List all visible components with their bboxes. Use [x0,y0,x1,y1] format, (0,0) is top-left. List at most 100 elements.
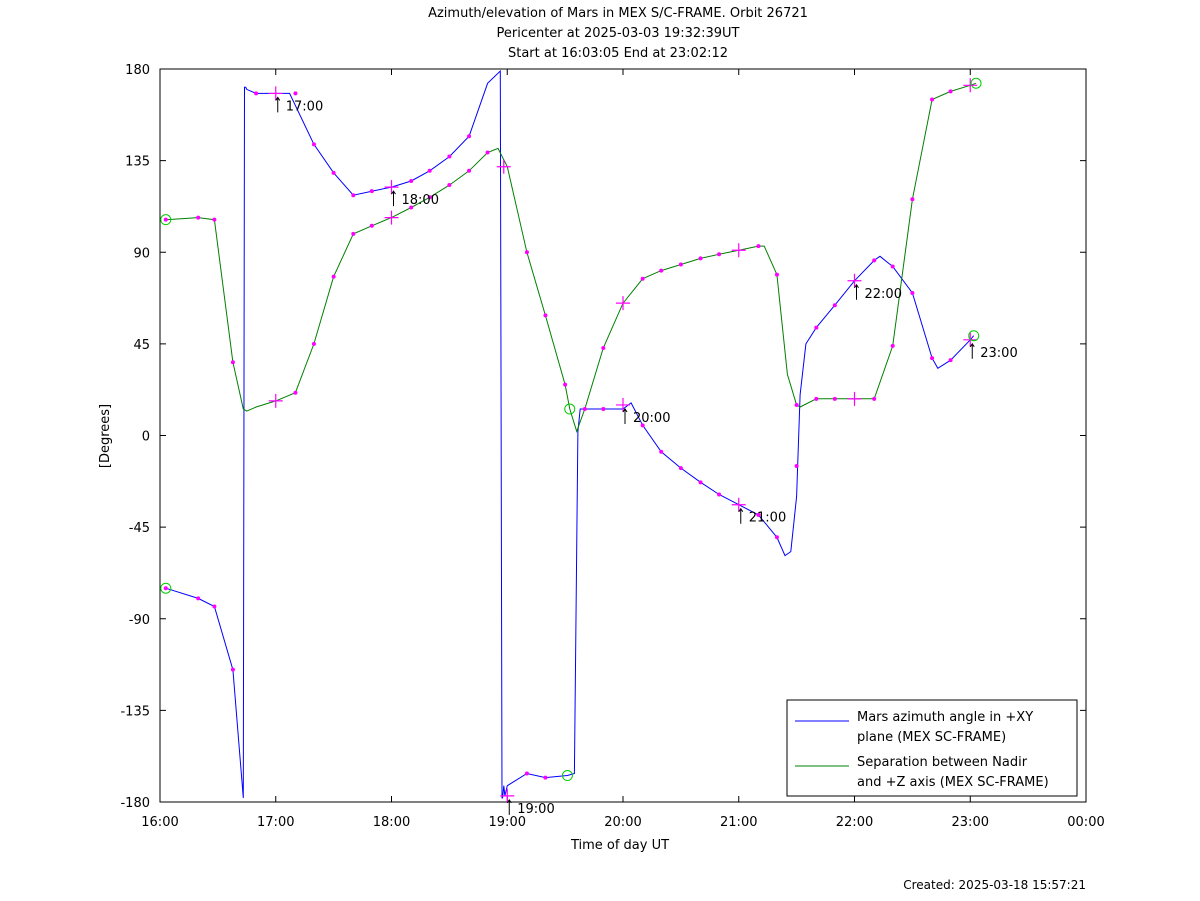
y-tick-label-2: 90 [133,246,150,261]
dot-marker-6 [311,142,316,147]
dot-marker-24 [774,535,779,540]
title-line-1: Azimuth/elevation of Mars in MEX S/C-FRA… [428,6,808,21]
y-tick-label-5: -45 [129,521,150,536]
x-tick-label-1: 17:00 [257,815,294,830]
created-footer: Created: 2025-03-18 15:57:21 [903,878,1086,892]
dot-marker-61 [872,396,877,401]
dot-marker-49 [563,382,568,387]
dot-marker-19 [659,449,664,454]
dot-marker-13 [467,134,472,139]
dot-marker-56 [756,244,761,249]
hour-marker-4 [731,497,746,512]
legend: Mars azimuth angle in +XY plane (MEX SC-… [786,699,1078,797]
dot-marker-30 [910,290,915,295]
legend-azimuth-line-2: plane (MEX SC-FRAME) [857,730,1006,745]
dot-marker-16 [582,407,587,412]
dot-marker-59 [814,396,819,401]
x-tick-label-2: 18:00 [373,815,410,830]
marker-layer [160,77,982,803]
chart-title: Azimuth/elevation of Mars in MEX S/C-FRA… [428,6,808,61]
legend-separation-line-2: and +Z axis (MEX SC-FRAME) [857,775,1049,790]
dot-marker-58 [794,402,799,407]
dot-marker-32 [948,358,953,363]
dot-marker-53 [678,262,683,267]
dot-marker-62 [890,343,895,348]
annotation-label-1: 18:00 [402,193,439,208]
x-tick-label-8: 00:00 [1067,815,1104,830]
dot-marker-65 [948,89,953,94]
y-tick-label-4: 0 [142,430,150,445]
hour-marker-2 [500,788,515,803]
dot-marker-37 [293,390,298,395]
dot-marker-52 [659,268,664,273]
x-axis-label: Time of day UT [570,838,669,853]
dot-marker-26 [814,325,819,330]
annotation-arrow-0 [275,96,281,113]
dot-marker-23 [756,512,761,517]
series-layer [165,69,977,799]
dot-marker-21 [698,480,703,485]
title-line-2: Pericenter at 2025-03-03 19:32:39UT [496,26,739,41]
x-tick-label-0: 16:00 [141,815,178,830]
annotation-arrow-4 [738,507,744,524]
y-tick-label-6: -90 [129,613,150,628]
annotation-layer: 17:00 18:00 19:00 20:00 21:00 22:00 23:00 [275,96,1018,817]
endpoint-marker-1 [160,214,172,226]
endpoint-marker-5 [970,77,982,89]
annotation-label-4: 21:00 [749,511,786,526]
dot-marker-55 [717,252,722,257]
dot-marker-64 [930,97,935,102]
x-tick-label-7: 23:00 [952,815,989,830]
dot-marker-34 [196,215,201,220]
dot-marker-9 [369,189,374,194]
dot-marker-63 [910,197,915,202]
dot-marker-7 [331,170,336,175]
legend-azimuth-line-1: Mars azimuth angle in +XY [857,710,1033,725]
hour-marker-5 [847,273,862,288]
dot-marker-2 [212,604,217,609]
dot-marker-46 [485,150,490,155]
dot-marker-47 [524,250,529,255]
dot-marker-25 [794,464,799,469]
y-tick-label-0: 180 [125,63,150,78]
dot-marker-44 [447,183,452,188]
y-axis-label: [Degrees] [98,404,113,468]
dot-marker-51 [640,276,645,281]
dot-marker-8 [351,193,356,198]
dot-marker-10 [409,178,414,183]
dot-marker-35 [212,217,217,222]
dot-marker-14 [524,771,529,776]
hour-marker-8 [384,210,399,225]
annotation-arrow-2 [506,798,512,815]
hour-marker-7 [268,393,283,408]
dot-marker-48 [543,313,548,318]
hour-marker-3 [616,397,630,412]
x-tick-label-5: 21:00 [720,815,757,830]
dot-marker-60 [832,396,837,401]
hour-marker-11 [731,243,746,258]
annotation-label-6: 23:00 [980,346,1017,361]
annotation-label-0: 17:00 [286,99,323,114]
y-tick-label-1: 135 [125,155,150,170]
annotation-label-3: 20:00 [633,411,670,426]
dot-marker-17 [601,407,606,412]
dot-marker-29 [890,264,895,269]
axes: 16:00 17:00 18:00 19:00 20:00 21:00 22:00 23:00… [120,63,1104,830]
dot-marker-27 [832,303,837,308]
dot-marker-15 [543,775,548,780]
endpoint-marker-4 [968,330,980,342]
dot-marker-5 [293,91,298,96]
hour-marker-0 [268,86,283,101]
x-tick-label-4: 20:00 [604,815,641,830]
annotation-arrow-5 [854,283,859,300]
x-tick-label-6: 22:00 [836,815,873,830]
series-line-1 [165,82,977,433]
plot-frame [159,68,1087,803]
dot-marker-40 [351,231,356,236]
annotation-label-5: 22:00 [865,287,902,302]
dot-marker-45 [467,168,472,173]
legend-separation-line-1: Separation between Nadir [857,755,1028,770]
dot-marker-57 [774,272,779,277]
y-tick-label-3: 45 [133,338,150,353]
dot-marker-1 [196,596,201,601]
